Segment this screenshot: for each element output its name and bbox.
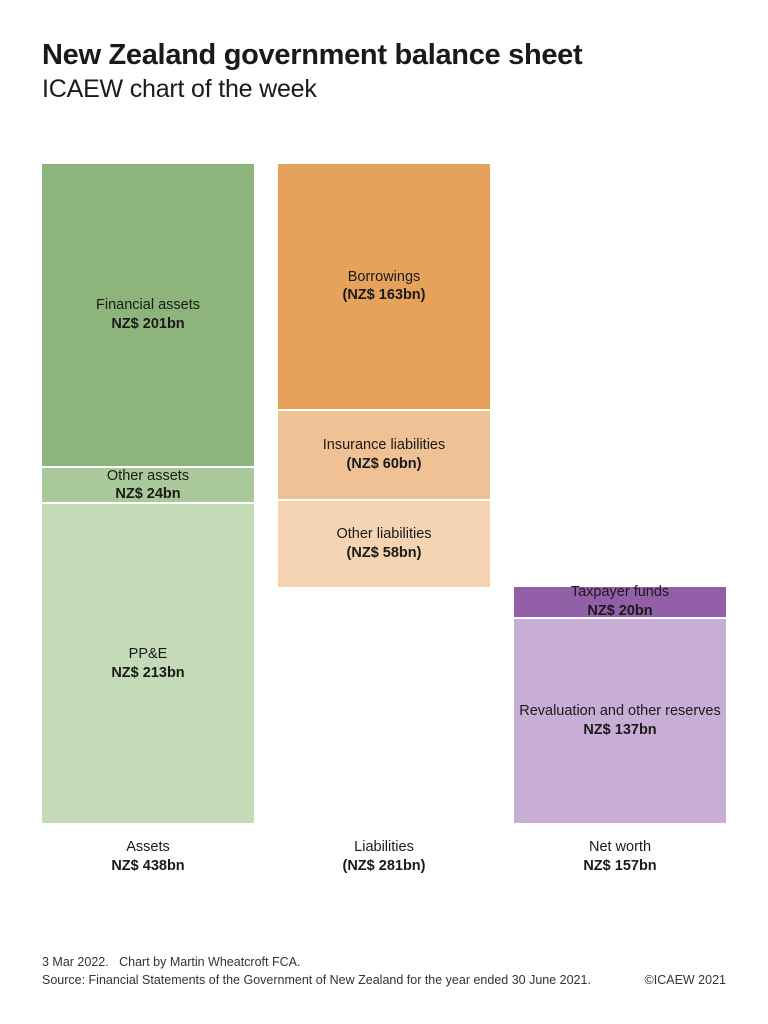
segment-label: Other assets (107, 467, 189, 486)
segment-label: Revaluation and other reserves (519, 702, 721, 721)
segment-label: Insurance liabilities (323, 436, 446, 455)
segment-assets-0: Financial assetsNZ$ 201bn (42, 164, 254, 467)
segment-networth-1: Revaluation and other reservesNZ$ 137bn (514, 617, 726, 823)
column-caption-value: NZ$ 438bn (42, 857, 254, 876)
column-liabilities: Borrowings(NZ$ 163bn)Insurance liabiliti… (278, 164, 490, 587)
segment-assets-2: PP&ENZ$ 213bn (42, 502, 254, 823)
column-caption-value: (NZ$ 281bn) (278, 857, 490, 876)
segment-value: (NZ$ 58bn) (347, 544, 422, 563)
column-caption-label: Net worth (514, 838, 726, 857)
chart-footer: 3 Mar 2022. Chart by Martin Wheatcroft F… (42, 953, 726, 991)
segment-value: NZ$ 137bn (583, 721, 656, 740)
segment-value: NZ$ 20bn (587, 602, 652, 621)
column-caption-liabilities: Liabilities(NZ$ 281bn) (278, 824, 490, 876)
column-caption-label: Assets (42, 838, 254, 857)
segment-label: Taxpayer funds (571, 583, 669, 602)
segment-value: (NZ$ 60bn) (347, 455, 422, 474)
stack-liabilities: Borrowings(NZ$ 163bn)Insurance liabiliti… (278, 164, 490, 587)
segment-label: Other liabilities (336, 525, 431, 544)
segment-value: NZ$ 201bn (111, 315, 184, 334)
footer-source: Source: Financial Statements of the Gove… (42, 971, 591, 990)
segment-value: (NZ$ 163bn) (343, 286, 426, 305)
chart-area: Financial assetsNZ$ 201bnOther assetsNZ$… (42, 164, 726, 884)
segment-value: NZ$ 24bn (115, 485, 180, 504)
chart-subtitle: ICAEW chart of the week (42, 75, 726, 104)
segment-assets-1: Other assetsNZ$ 24bn (42, 466, 254, 502)
segment-value: NZ$ 213bn (111, 664, 184, 683)
segment-liabilities-0: Borrowings(NZ$ 163bn) (278, 164, 490, 409)
footer-copyright: ©ICAEW 2021 (645, 971, 726, 990)
segment-label: PP&E (129, 645, 168, 664)
column-caption-label: Liabilities (278, 838, 490, 857)
footer-date-author: 3 Mar 2022. Chart by Martin Wheatcroft F… (42, 953, 591, 972)
column-caption-value: NZ$ 157bn (514, 857, 726, 876)
column-caption-networth: Net worthNZ$ 157bn (514, 824, 726, 876)
column-caption-assets: AssetsNZ$ 438bn (42, 824, 254, 876)
column-assets: Financial assetsNZ$ 201bnOther assetsNZ$… (42, 164, 254, 823)
segment-liabilities-1: Insurance liabilities(NZ$ 60bn) (278, 409, 490, 499)
stack-assets: Financial assetsNZ$ 201bnOther assetsNZ$… (42, 164, 254, 823)
stack-networth: Taxpayer fundsNZ$ 20bnRevaluation and ot… (514, 587, 726, 823)
segment-label: Borrowings (348, 268, 421, 287)
segment-label: Financial assets (96, 296, 200, 315)
segment-liabilities-2: Other liabilities(NZ$ 58bn) (278, 499, 490, 586)
column-networth: Taxpayer fundsNZ$ 20bnRevaluation and ot… (514, 587, 726, 823)
chart-title: New Zealand government balance sheet (42, 38, 726, 73)
segment-networth-0: Taxpayer fundsNZ$ 20bn (514, 587, 726, 617)
